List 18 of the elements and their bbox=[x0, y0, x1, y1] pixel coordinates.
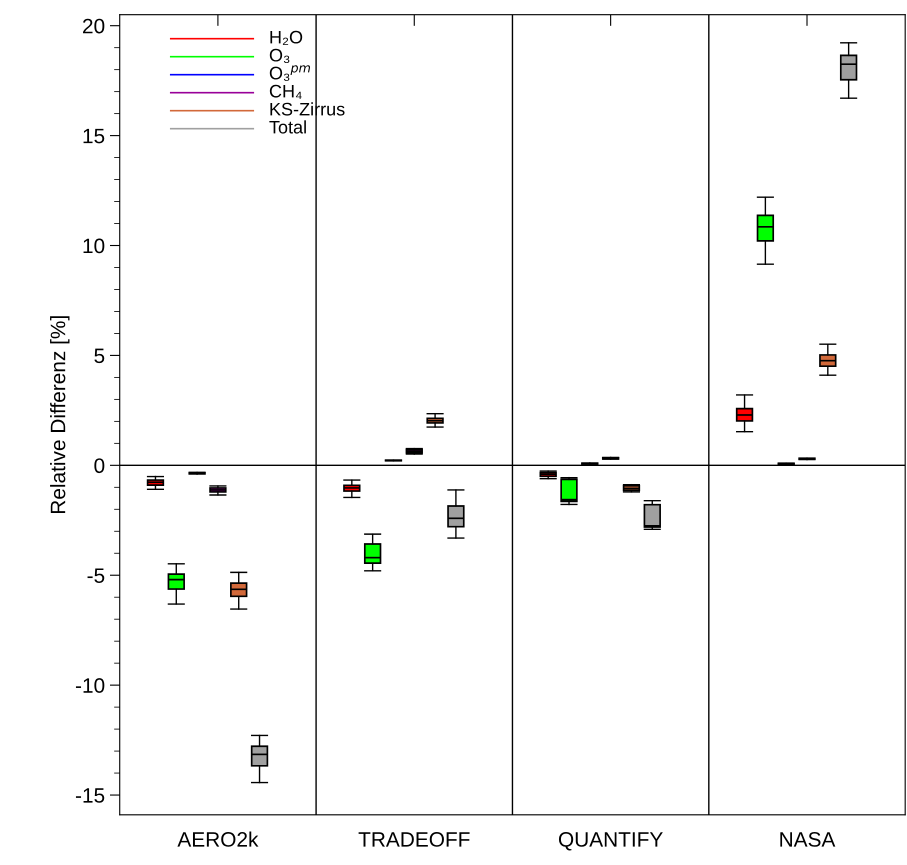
legend-label: O₃$^{pm}$ bbox=[270, 65, 310, 81]
x-tick-label: NASA bbox=[780, 832, 836, 847]
legend-label: O₃ bbox=[270, 48, 290, 64]
legend-label: CH₄ bbox=[270, 84, 302, 99]
x-tick-label: TRADEOFF bbox=[358, 832, 470, 847]
x-tick-label: AERO2k bbox=[177, 831, 258, 847]
y-tick-label: 0 bbox=[94, 458, 104, 474]
y-tick-label: 5 bbox=[94, 348, 104, 364]
legend-label: Total bbox=[269, 120, 306, 134]
y-axis-title: Relative Differenz [%] bbox=[50, 316, 70, 514]
y-tick-label: -5 bbox=[88, 568, 104, 583]
y-tick-label: -10 bbox=[76, 678, 104, 693]
x-tick-label: QUANTIFY bbox=[558, 832, 663, 851]
y-tick-label: 10 bbox=[84, 238, 104, 254]
y-tick-label: -15 bbox=[76, 788, 104, 803]
y-tick-label: 15 bbox=[84, 128, 104, 144]
y-tick-label: 20 bbox=[83, 18, 104, 34]
legend-label: H₂O bbox=[270, 30, 302, 45]
